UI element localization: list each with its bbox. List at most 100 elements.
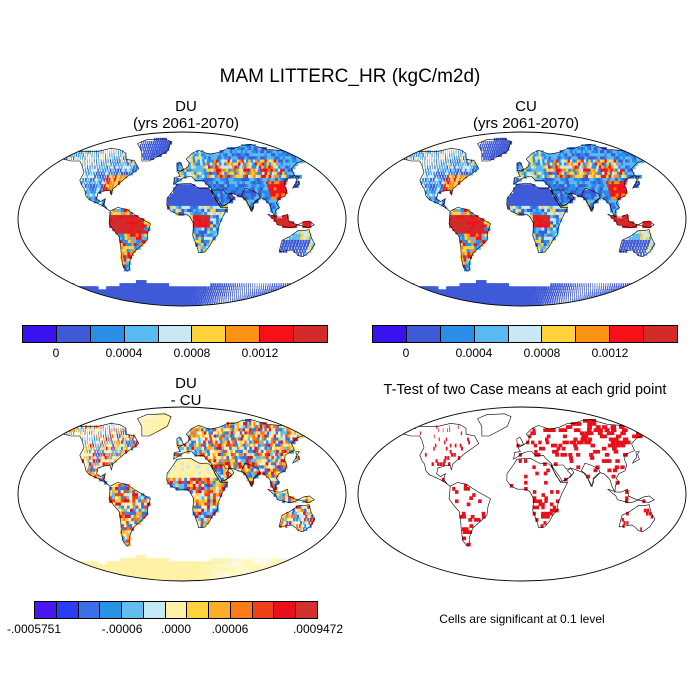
colorbar-tick-label: 0.0008	[523, 346, 561, 360]
coastline-greenland	[137, 413, 172, 437]
coastline-africa	[506, 457, 569, 529]
map-du	[17, 131, 347, 307]
colorbar-tick-label: 0.0012	[241, 346, 279, 360]
coastline-greenland	[477, 138, 512, 162]
colorbar-tick-label: .0000	[160, 622, 192, 636]
colorbar-swatch	[406, 326, 441, 342]
coastline-namerica	[63, 148, 140, 212]
coastline-arabia	[550, 464, 575, 482]
panel-cu-title-line2: (yrs 2061-2070)	[473, 115, 579, 132]
colorbar-tick-label: 0.0004	[455, 346, 493, 360]
panel-du-title-line2: (yrs 2061-2070)	[133, 115, 239, 132]
colorbar-swatch	[35, 602, 57, 618]
colorbar-swatch	[90, 326, 125, 342]
coastline-namerica	[63, 423, 140, 487]
colorbar-swatch	[440, 326, 475, 342]
colorbar-diff	[34, 601, 318, 619]
map-ttest	[357, 406, 687, 582]
coastline-greenland	[137, 138, 172, 162]
coastlines	[63, 413, 316, 547]
colorbar-swatch	[122, 602, 144, 618]
colorbar-tick-label: 0.0012	[591, 346, 629, 360]
coastline-indonesia	[267, 213, 315, 229]
figure-title: MAM LITTERC_HR (kgC/m2d)	[219, 66, 481, 87]
coastline-australia	[278, 229, 316, 258]
coastline-australia	[618, 504, 656, 533]
colorbar-swatch	[56, 602, 79, 618]
coastline-namerica	[403, 148, 480, 212]
coastline-indonesia	[607, 488, 655, 504]
coastline-samerica	[108, 207, 151, 272]
coastline-india	[241, 462, 261, 487]
map-cells	[57, 412, 315, 581]
coastline-indonesia	[607, 213, 655, 229]
coastline-japan	[632, 451, 640, 464]
colorbar-swatch	[274, 602, 297, 618]
colorbar-swatch	[100, 602, 123, 618]
coastline-indonesia	[267, 488, 315, 504]
colorbar-swatch	[610, 326, 645, 342]
panel-cu-title-line1: CU	[515, 98, 537, 115]
coastline-uk	[176, 436, 185, 447]
colorbar-tick-label: .0009472	[292, 622, 344, 636]
coastline-eurasia	[173, 419, 312, 494]
panel-diff-title-line1: DU	[175, 375, 197, 392]
colorbar-swatch	[576, 326, 611, 342]
panel-diff-title: DU - CU	[26, 375, 346, 409]
map-border	[17, 131, 347, 307]
colorbar-swatch	[209, 602, 231, 618]
coastline-uk	[516, 436, 525, 447]
colorbar-tick-label: 0	[52, 346, 60, 360]
colorbar-swatch	[23, 326, 57, 342]
colorbar-swatch	[373, 326, 407, 342]
colorbar-swatch	[124, 326, 159, 342]
colorbar-tick-label: -.0005751	[6, 622, 62, 636]
colorbar-swatch	[56, 326, 91, 342]
coastline-arabia	[550, 189, 575, 207]
colorbar-diff-ticks: -.0005751 -.00006 .0000 .00006 .0009472	[7, 622, 343, 638]
colorbar-swatch	[542, 326, 577, 342]
coastline-arabia	[210, 464, 235, 482]
coastline-greenland	[477, 413, 512, 437]
coastlines	[63, 138, 316, 272]
coastline-eurasia	[173, 144, 312, 219]
panel-du-title: DU (yrs 2061-2070)	[26, 98, 346, 132]
coastline-namerica	[403, 423, 480, 487]
coastlines	[403, 413, 656, 547]
panel-ttest-title: T-Test of two Case means at each grid po…	[383, 382, 667, 398]
colorbar-swatch	[260, 326, 295, 342]
colorbar-swatch	[252, 602, 275, 618]
coastline-africa	[166, 457, 229, 529]
coastline-eurasia	[513, 419, 652, 494]
coastline-australia	[618, 229, 656, 258]
panel-cu-title: CU (yrs 2061-2070)	[366, 98, 686, 132]
colorbar-swatch	[187, 602, 210, 618]
colorbar-swatch	[158, 326, 193, 342]
coastline-eurasia	[513, 144, 652, 219]
coastline-samerica	[448, 482, 491, 547]
panel-du-title-line1: DU	[175, 98, 197, 115]
colorbar-cu-ticks: 0 0.0004 0.0008 0.0012	[372, 346, 678, 362]
coastline-india	[581, 462, 601, 487]
coastline-india	[241, 187, 261, 212]
colorbar-du	[22, 325, 328, 343]
colorbar-du-ticks: 0 0.0004 0.0008 0.0012	[22, 346, 328, 362]
colorbar-swatch	[294, 326, 328, 342]
colorbar-swatch	[508, 326, 543, 342]
colorbar-swatch	[165, 602, 188, 618]
colorbar-swatch	[230, 602, 253, 618]
coastline-australia	[278, 504, 316, 533]
colorbar-cu	[372, 325, 678, 343]
colorbar-swatch	[226, 326, 261, 342]
colorbar-tick-label: -.00006	[101, 622, 143, 636]
coastline-africa	[506, 182, 569, 254]
map-cu	[357, 131, 687, 307]
colorbar-tick-label: 0	[402, 346, 410, 360]
colorbar-swatch	[143, 602, 166, 618]
map-cells	[414, 419, 653, 547]
map-diff	[17, 406, 347, 582]
colorbar-tick-label: 0.0008	[173, 346, 211, 360]
map-border	[357, 131, 687, 307]
colorbar-tick-label: 0.0004	[105, 346, 143, 360]
coastline-uk	[176, 161, 185, 172]
